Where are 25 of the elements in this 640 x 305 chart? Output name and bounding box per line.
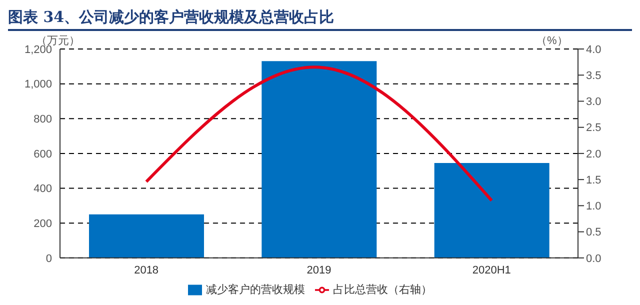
y2-tick-label: 1.0 <box>586 200 602 213</box>
y2-axis-title: （%） <box>536 34 568 48</box>
y-tick-label: 0 <box>46 252 52 265</box>
legend-label: 减少客户的营收规模 <box>206 284 305 296</box>
bar <box>89 214 204 258</box>
chart-title: 图表 34、公司减少的客户营收规模及总营收占比 <box>8 8 632 31</box>
y2-tick-label: 2.0 <box>586 148 602 160</box>
y2-tick-label: 3.5 <box>586 70 602 82</box>
y2-tick-label: 1.5 <box>586 174 602 186</box>
x-tick-label: 2018 <box>134 264 159 277</box>
y-tick-label: 400 <box>34 183 52 196</box>
y2-tick-label: 0.0 <box>586 252 602 265</box>
y-tick-label: 600 <box>34 148 52 160</box>
x-tick-label: 2019 <box>306 264 332 277</box>
y-tick-label: 800 <box>34 114 52 126</box>
x-tick-label: 2020H1 <box>472 264 511 277</box>
bar <box>262 61 377 258</box>
legend-label: 占比总营收（右轴） <box>333 284 432 296</box>
y-tick-label: 200 <box>34 218 52 230</box>
y2-tick-label: 2.5 <box>586 122 602 134</box>
y2-tick-label: 0.5 <box>586 226 602 239</box>
y2-tick-label: 3.0 <box>586 96 602 108</box>
y-tick-label: 1,000 <box>24 78 52 91</box>
y2-tick-label: 4.0 <box>586 44 602 56</box>
bar <box>434 163 550 258</box>
